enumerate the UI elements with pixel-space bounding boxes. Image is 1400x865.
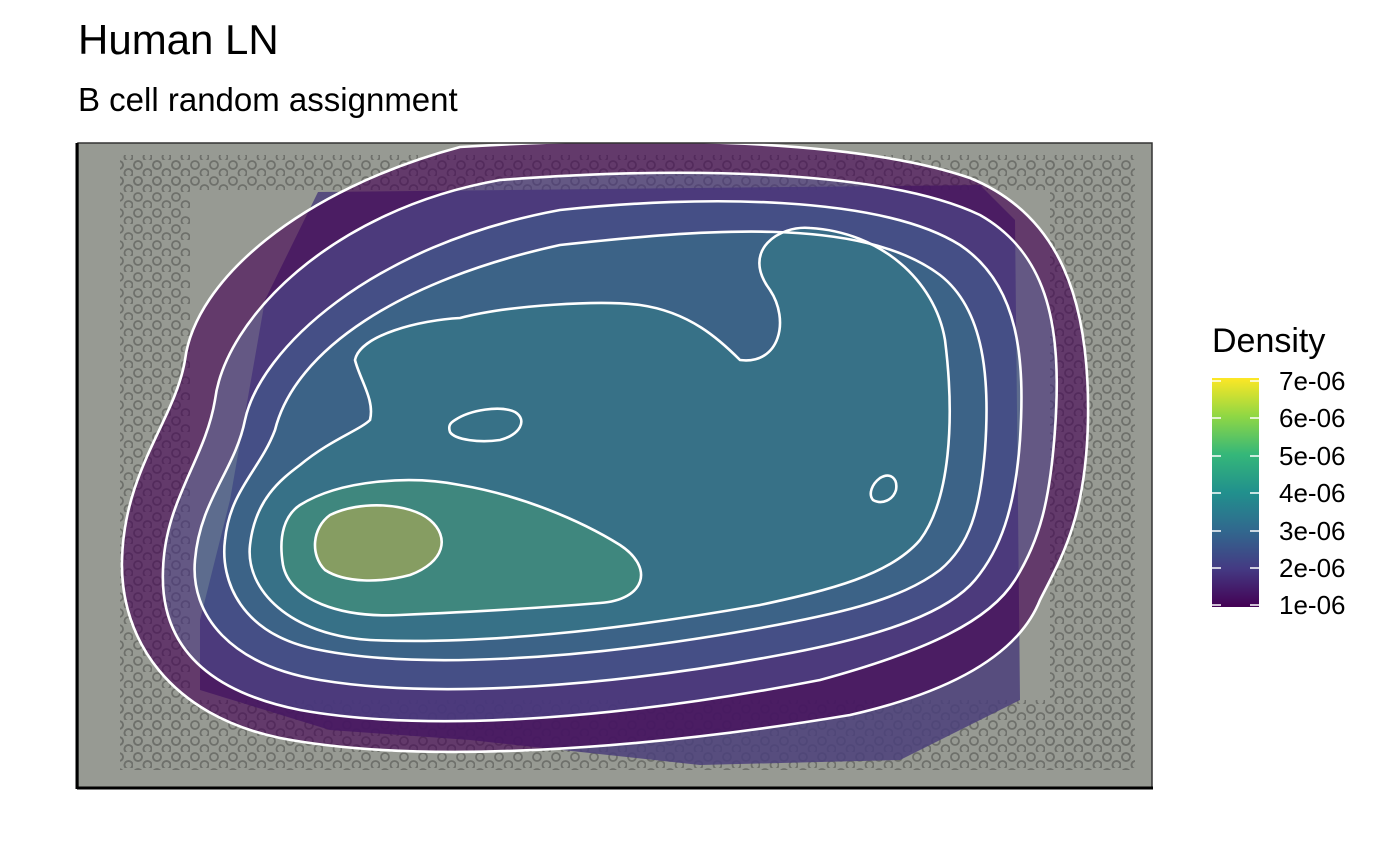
contour-line-small-peak-1	[447, 407, 523, 443]
legend-tick-label: 2e-06	[1279, 553, 1346, 583]
legend-tick-label: 5e-06	[1279, 441, 1346, 471]
contour-line-level-7	[313, 504, 443, 582]
legend-tick-label: 1e-06	[1279, 590, 1346, 620]
density-region-level-7	[314, 505, 442, 581]
contour-line-level-1	[120, 143, 1090, 754]
contour-line-level-5	[248, 226, 951, 643]
contour-line-level-6	[280, 478, 643, 617]
contour-line-level-4	[223, 230, 988, 662]
legend-title: Density	[1212, 322, 1326, 360]
plot-area	[120, 143, 1135, 770]
contour-line-small-peak-2	[869, 474, 898, 504]
legend-tick-label: 7e-06	[1279, 366, 1346, 396]
density-fill-layers	[121, 143, 1089, 752]
chart-subtitle: B cell random assignment	[78, 81, 458, 118]
legend-tick-label: 3e-06	[1279, 516, 1346, 546]
contour-line-level-2	[161, 171, 1059, 723]
legend-tick-label: 4e-06	[1279, 478, 1346, 508]
contour-line-level-3	[193, 199, 1023, 691]
chart-title: Human LN	[78, 16, 279, 63]
contour-lines	[120, 143, 1090, 754]
legend-tick-label: 6e-06	[1279, 403, 1346, 433]
legend-colorbar-ticks	[1212, 380, 1259, 606]
